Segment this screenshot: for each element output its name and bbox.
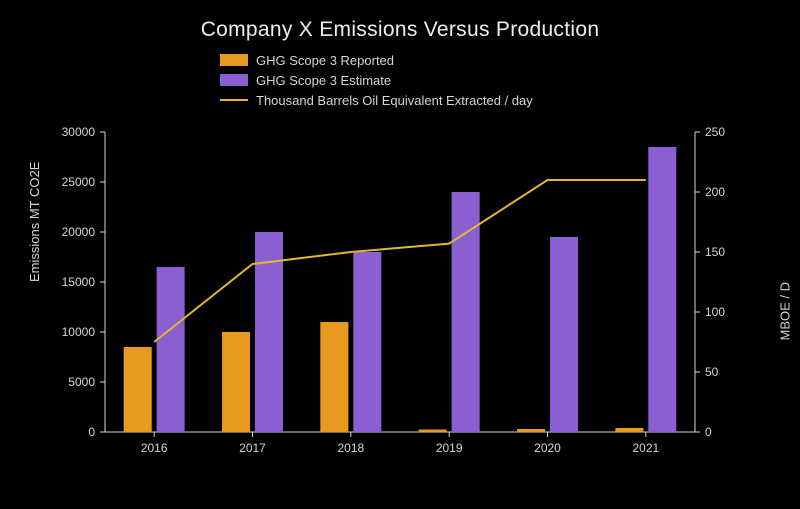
bar-reported — [222, 332, 250, 432]
y1-tick-label: 15000 — [62, 275, 96, 289]
bar-reported — [419, 430, 447, 433]
y1-tick-label: 5000 — [68, 375, 95, 389]
bar-estimate — [452, 192, 480, 432]
y1-tick-label: 30000 — [62, 125, 96, 139]
legend-label-estimate: GHG Scope 3 Estimate — [256, 73, 391, 88]
y1-tick-label: 10000 — [62, 325, 96, 339]
chart-container: Company X Emissions Versus Production GH… — [0, 0, 800, 509]
y2-tick-label: 250 — [705, 125, 725, 139]
bar-reported — [615, 428, 643, 432]
x-tick-label: 2020 — [534, 441, 561, 455]
legend: GHG Scope 3 Reported GHG Scope 3 Estimat… — [220, 50, 533, 110]
bar-estimate — [550, 237, 578, 432]
bar-estimate — [353, 252, 381, 432]
y2-tick-label: 50 — [705, 365, 719, 379]
y1-tick-label: 0 — [88, 425, 95, 439]
y1-tick-label: 25000 — [62, 175, 96, 189]
bar-estimate — [648, 147, 676, 432]
chart-title: Company X Emissions Versus Production — [0, 18, 800, 42]
legend-item-estimate: GHG Scope 3 Estimate — [220, 70, 533, 90]
legend-swatch-reported — [220, 54, 248, 66]
legend-swatch-production — [220, 99, 248, 101]
plot-area: 0500010000150002000025000300000501001502… — [105, 132, 695, 432]
x-tick-label: 2016 — [141, 441, 168, 455]
bar-reported — [320, 322, 348, 432]
legend-swatch-estimate — [220, 74, 248, 86]
legend-label-reported: GHG Scope 3 Reported — [256, 53, 394, 68]
x-tick-label: 2017 — [239, 441, 266, 455]
y2-tick-label: 100 — [705, 305, 725, 319]
y2-tick-label: 0 — [705, 425, 712, 439]
legend-label-production: Thousand Barrels Oil Equivalent Extracte… — [256, 93, 533, 108]
y2-tick-label: 200 — [705, 185, 725, 199]
bar-reported — [124, 347, 152, 432]
legend-item-reported: GHG Scope 3 Reported — [220, 50, 533, 70]
x-tick-label: 2018 — [337, 441, 364, 455]
y1-axis-label: Emissions MT CO2E — [27, 162, 42, 282]
legend-item-production: Thousand Barrels Oil Equivalent Extracte… — [220, 90, 533, 110]
chart-svg: 0500010000150002000025000300000501001502… — [105, 132, 695, 432]
bar-estimate — [157, 267, 185, 432]
y2-axis-label: MBOE / D — [778, 282, 793, 341]
x-tick-label: 2019 — [436, 441, 463, 455]
y1-tick-label: 20000 — [62, 225, 96, 239]
y2-tick-label: 150 — [705, 245, 725, 259]
x-tick-label: 2021 — [632, 441, 659, 455]
bar-reported — [517, 429, 545, 432]
